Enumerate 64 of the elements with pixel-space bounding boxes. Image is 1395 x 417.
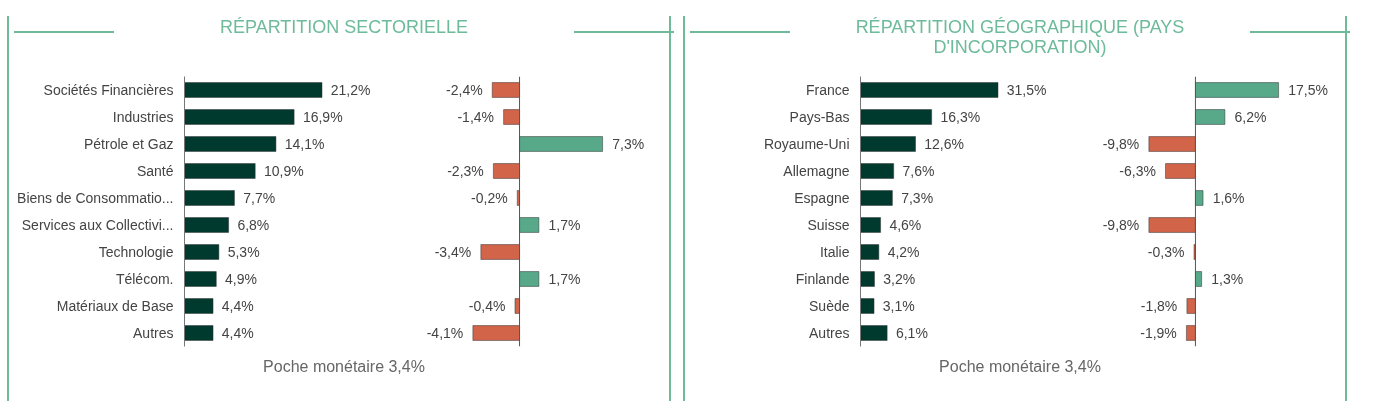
data-label: 5,3% [227,244,260,260]
y-tick-label: Technologie [98,244,174,260]
data-label: -4,1% [426,325,464,341]
data-label: 1,3% [1211,271,1244,287]
data-label: 4,6% [889,217,922,233]
y-tick-label: Finlande [795,271,850,287]
data-label: 7,3% [612,136,645,152]
data-label: 7,6% [902,163,935,179]
data-label: 3,1% [882,298,915,314]
y-tick-label: Royaume-Uni [763,136,850,152]
y-tick-label: France [805,82,850,98]
data-label: -9,8% [1102,136,1140,152]
y-tick-label: Autres [809,325,850,341]
y-tick-label: Autres [133,325,174,341]
data-label: 14,1% [284,136,325,152]
data-label: 4,2% [887,244,920,260]
data-label: -0,3% [1147,244,1185,260]
y-tick-label: Santé [136,163,174,179]
data-label: 4,4% [221,325,254,341]
data-label: 6,8% [237,217,270,233]
chart-title: RÉPARTITION GÉOGRAPHIQUE (PAYS D'INCORPORATION) [854,17,1186,57]
y-tick-label: Télécom. [115,271,174,287]
data-label: -6,3% [1119,163,1156,179]
data-label: 10,9% [264,163,304,179]
y-tick-label: Italie [819,244,850,260]
y-tick-label: Allemagne [783,163,850,179]
data-label: -2,3% [447,163,484,179]
y-tick-label: Suède [809,298,850,314]
chart-title: RÉPARTITION SECTORIELLE [218,17,470,37]
data-label: 17,5% [1288,82,1328,98]
data-label: 31,5% [1006,82,1047,98]
data-label: 4,9% [225,271,257,287]
data-label: 6,2% [1234,109,1267,125]
y-tick-label: Pétrole et Gaz [84,136,174,152]
y-tick-label: Services aux Collectivi... [21,217,174,233]
data-label: -1,9% [1140,325,1177,341]
data-label: -2,4% [446,82,483,98]
y-tick-label: Espagne [794,190,850,206]
data-label: 3,2% [883,271,916,287]
data-label: -1,8% [1140,298,1178,314]
data-label: 6,1% [895,325,928,341]
data-label: -0,4% [468,298,506,314]
data-label: -0,2% [471,190,508,206]
y-tick-label: Matériaux de Base [56,298,174,314]
data-label: -1,4% [457,109,495,125]
data-label: 7,3% [901,190,934,206]
text: Poche monétaire 3,4% [262,357,426,377]
y-tick-label: Biens de Consommatio... [17,190,174,206]
data-label: 1,6% [1212,190,1245,206]
y-tick-label: Pays-Bas [789,109,850,125]
data-label: 4,4% [221,298,254,314]
data-label: 21,2% [330,82,371,98]
text: Poche monétaire 3,4% [938,357,1102,377]
y-tick-label: Sociétés Financières [43,82,174,98]
data-label: 16,3% [940,109,981,125]
data-label: -3,4% [434,244,472,260]
data-label: 7,7% [243,190,276,206]
data-label: 12,6% [924,136,964,152]
data-label: 1,7% [548,217,581,233]
y-tick-label: Suisse [807,217,850,233]
y-tick-label: Industries [112,109,174,125]
data-label: 1,7% [548,271,581,287]
data-label: 16,9% [302,109,343,125]
data-label: -9,8% [1102,217,1140,233]
